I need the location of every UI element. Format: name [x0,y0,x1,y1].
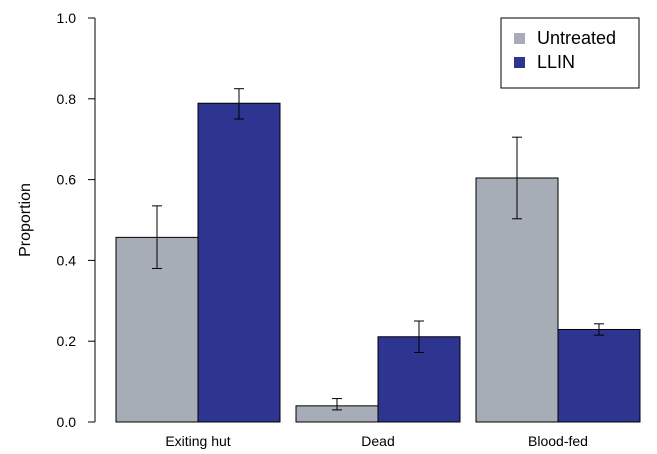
legend-box [500,17,640,89]
y-tick-label-0-2: 0.2 [57,333,77,349]
legend: Untreated LLIN [500,17,640,89]
axis-layer: 0.0 0.2 0.4 0.6 0.8 1.0 Proportion Exiting hut D… [17,10,588,449]
y-tick-label-0-0: 0.0 [57,414,77,430]
y-tick-label-1-0: 1.0 [57,10,77,26]
x-tick-label-blood-fed: Blood-fed [528,433,588,449]
legend-label-untreated: Untreated [537,28,616,48]
bar-blood-fed-llin [557,328,641,423]
y-tick-label-0-8: 0.8 [57,91,77,107]
x-tick-label-dead: Dead [361,433,394,449]
x-tick-label-exiting-hut: Exiting hut [165,433,230,449]
y-tick-label-0-4: 0.4 [57,252,77,268]
legend-swatch-untreated [514,33,525,44]
legend-label-llin: LLIN [537,52,575,72]
y-axis-title: Proportion [17,183,34,257]
legend-swatch-llin [514,57,525,68]
y-tick-label-0-6: 0.6 [57,172,77,188]
bar-exiting-hut-llin [197,102,281,423]
error-bars-layer [152,88,604,411]
bars-layer [115,102,641,423]
